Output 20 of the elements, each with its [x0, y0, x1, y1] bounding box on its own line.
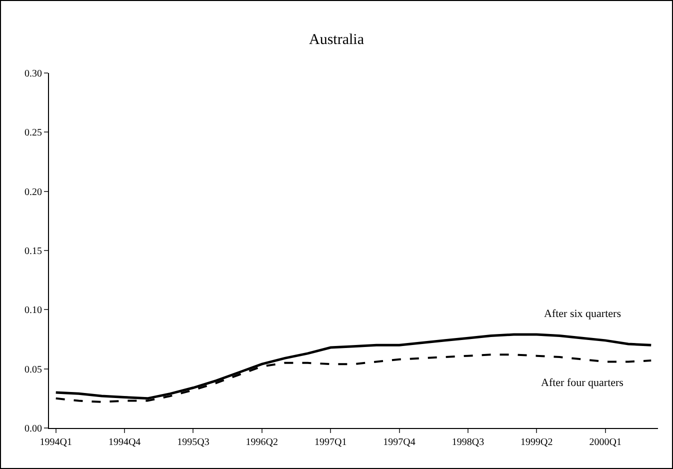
series-label: After four quarters: [541, 377, 624, 389]
x-tick-label: 1996Q2: [246, 437, 278, 448]
x-tick-label: 1995Q3: [177, 437, 210, 448]
line-series: [54, 333, 652, 400]
x-tick-label: 1997Q1: [314, 437, 347, 448]
x-tick-label: 1998Q3: [452, 437, 484, 448]
x-tick-label: 1994Q4: [108, 437, 141, 448]
x-tick-label: 1997Q4: [383, 437, 416, 448]
y-tick-label: 0.25: [24, 128, 42, 139]
series-label: After six quarters: [544, 308, 621, 320]
chart-title: Australia: [309, 32, 364, 48]
y-tick-label: 0.05: [24, 364, 42, 376]
y-tick-label: 0.00: [24, 424, 42, 434]
x-tick-label: 1999Q2: [520, 437, 553, 448]
y-tick-label: 0.20: [24, 186, 42, 198]
y-tick-label: 0.10: [24, 305, 42, 316]
x-tick-label: 1994Q1: [40, 437, 72, 448]
y-tick-label: 0.15: [24, 246, 42, 257]
x-tick-label: 2000Q1: [589, 437, 622, 448]
y-tick-label: 0.30: [24, 68, 42, 80]
